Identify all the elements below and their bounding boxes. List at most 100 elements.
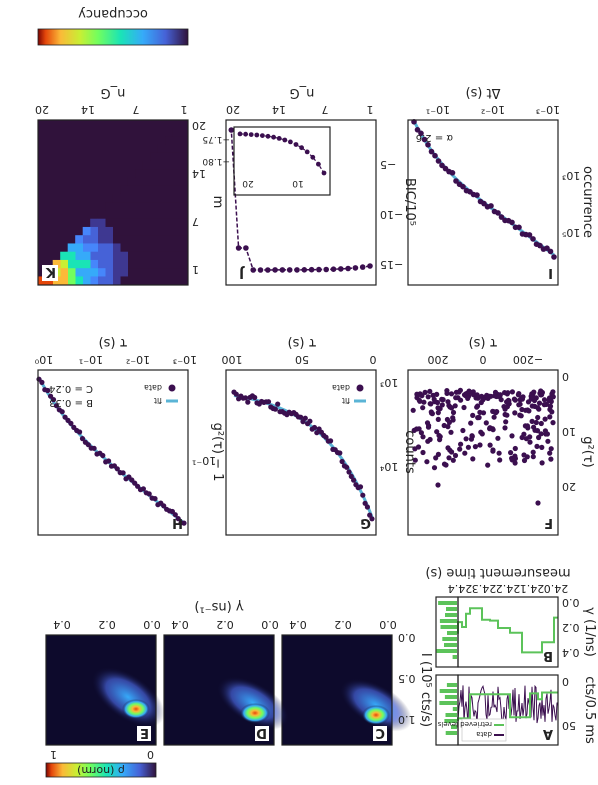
panel-f-point (480, 410, 487, 416)
panel-j-point (330, 266, 337, 272)
panel-k-cell (157, 276, 166, 285)
panel-k-cell (142, 251, 151, 261)
panel-k-cell (67, 276, 76, 285)
panel-k-cell (135, 268, 143, 277)
panel-k-cell (112, 202, 121, 211)
panel-k-cell (82, 268, 91, 277)
panel-k-cell (157, 185, 166, 195)
panel-f-point (529, 418, 535, 424)
panel-b-xtick-2: 24.2 (496, 582, 521, 595)
panel-k-label: K (45, 264, 56, 279)
panel-f-point (470, 456, 476, 462)
panel-f-point (512, 445, 518, 452)
panel-b-hist-bar (447, 631, 457, 635)
panel-g-ytick-0: 10³ (380, 376, 398, 389)
panel-k-cell (52, 259, 61, 269)
panel-b-xtick-4: 24.4 (448, 582, 473, 595)
panel-j-point (352, 265, 359, 271)
panel-k-cell (82, 226, 91, 236)
panel-a-hist-bar (439, 689, 457, 693)
panel-k-cell (60, 251, 68, 261)
panel-f-point (515, 392, 521, 398)
panel-i-point (512, 224, 519, 231)
panel-j-xtick-2: 14 (272, 103, 286, 116)
panel-k-cell (105, 218, 113, 228)
panel-f-point (530, 449, 536, 455)
panel-k-cell (180, 268, 188, 277)
panel-f-point (412, 457, 418, 463)
panel-i-points (411, 119, 557, 260)
panel-i-point (463, 187, 470, 194)
panel-f-point (427, 388, 433, 394)
panel-e-xtick-0: 0.0 (143, 618, 161, 631)
panel-g: G 10³ 10⁴ counts 0 50 100 τ (s) fit data (222, 335, 417, 536)
panel-f-point (437, 406, 443, 412)
panel-f-xtick-2: 200 (428, 353, 449, 366)
panel-k-cell (150, 152, 158, 162)
panel-f-point (509, 433, 515, 439)
panel-k-cell (172, 268, 181, 277)
panel-k-cell (150, 226, 158, 236)
panel-f-point (512, 460, 518, 466)
panel-k-cell (82, 276, 91, 285)
panel-f-point (534, 443, 540, 449)
panel-f-point (460, 427, 466, 434)
panel-k-cell (157, 243, 166, 252)
panel-h-xlabel: τ (s) (99, 335, 128, 350)
panel-j-inset-point (299, 145, 304, 151)
panel-i-point (519, 231, 526, 237)
panel-i-point (502, 217, 508, 224)
panel-h-points (36, 376, 187, 526)
panel-i-point (439, 162, 445, 169)
panel-k-cell (135, 226, 143, 236)
panel-k-cell (127, 251, 136, 261)
panel-k-cell (127, 268, 136, 277)
panel-j-inset-ytick-1: −1.75 (202, 134, 230, 144)
panel-f-point (453, 395, 459, 401)
panel-f-point (424, 459, 430, 465)
panel-a-hist-bar (439, 701, 457, 705)
panel-k-cell (180, 177, 188, 186)
panel-f-point (498, 397, 504, 403)
panel-f-point (445, 399, 451, 405)
panel-k-cell (172, 218, 181, 228)
panel-k-cell (165, 169, 173, 178)
panel-i-point (418, 130, 424, 137)
panel-f-point (548, 446, 554, 452)
panel-g-label: G (360, 515, 371, 530)
panel-k-cell (120, 210, 128, 219)
panel-g-legend: fit data (332, 383, 366, 405)
panel-b-hist-bar (442, 637, 457, 641)
panel-f-point (466, 388, 472, 394)
panel-h-point (94, 451, 100, 457)
panel-k-cell (150, 160, 158, 170)
panel-k-cell (67, 243, 76, 252)
panel-k-cell (127, 218, 136, 228)
panel-k-cell (135, 251, 143, 261)
panel-g-point (300, 419, 306, 425)
panel-h-point (143, 490, 149, 496)
panel-j-inset-xtick-0: 10 (292, 178, 304, 188)
panel-f-xtick-1: 0 (480, 353, 487, 366)
panel-f-xtick-0: −200 (513, 353, 543, 366)
panel-j-label: J (239, 265, 245, 280)
panel-k-cell (157, 193, 166, 203)
panel-k-cell (157, 152, 166, 162)
panel-k-cell (127, 210, 136, 219)
panel-k-cell (150, 177, 158, 186)
panel-k-cell (90, 243, 98, 252)
panel-c-xtick-0: 0.0 (379, 618, 397, 631)
panel-k-cell (142, 218, 151, 228)
panel-c-xtick-2: 0.4 (289, 618, 307, 631)
panel-h-point (71, 424, 77, 430)
panel-k-ytick-1: 7 (192, 215, 199, 228)
panel-f-point (550, 420, 556, 426)
panel-f-point (541, 397, 548, 403)
panel-f-point (428, 409, 434, 415)
panel-k-xlabel: n_G (101, 85, 126, 100)
panel-j-point (250, 267, 256, 273)
panel-k-cell (172, 185, 181, 195)
panel-k-cell (157, 177, 166, 186)
panel-k-cell (157, 259, 166, 269)
panel-f-point (425, 424, 432, 430)
